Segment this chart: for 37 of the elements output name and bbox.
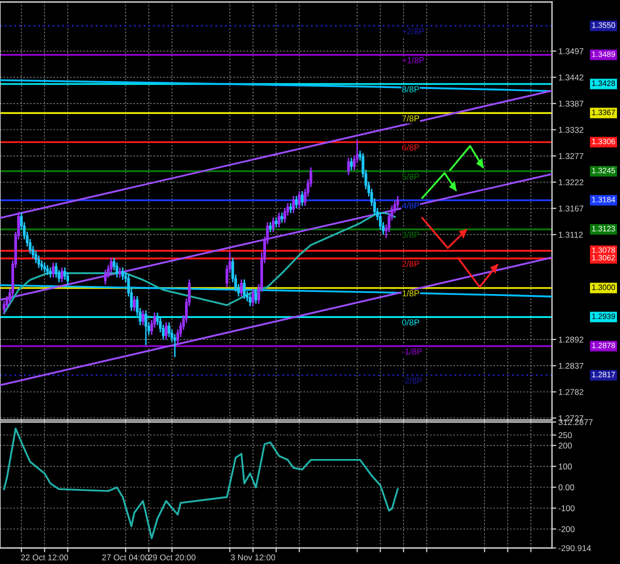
y-tick-label: -100 (558, 505, 575, 512)
y-tick-label: 1.3387 (558, 100, 584, 107)
y-tick-label: -290.914 (558, 545, 591, 552)
y-tick-label: 1.2837 (558, 362, 584, 369)
ref-line-label: +1/8P (402, 56, 424, 64)
y-tick-label: 1.3497 (558, 48, 584, 54)
y-tick-label: 1.2892 (558, 336, 584, 343)
ref-line-label: 4/8P (402, 202, 420, 209)
ref-line-label: 5/8P (402, 173, 420, 180)
ref-line-label: 2/8P (402, 260, 420, 267)
ref-line-label: 7/8P (402, 115, 420, 122)
y-tick-label: 1.3332 (558, 126, 584, 133)
ref-line-label: 0/8P (402, 319, 420, 326)
x-tick-label: 3 Nov 12:00 (230, 554, 276, 560)
ref-line-label: 6/8P (402, 144, 420, 151)
y-tick-label: 1.2727 (558, 415, 584, 422)
y-tick-label: -200 (558, 526, 575, 532)
y-tick-label: 1.2782 (558, 389, 584, 395)
ref-line-label: 1/8P (402, 290, 420, 296)
y-tick-label: 312.2877 (558, 419, 593, 426)
x-tick-label: 29 Oct 20:00 (148, 554, 196, 560)
ref-line-label: 8/8P (402, 86, 420, 92)
y-tick-label: 1.3222 (558, 179, 584, 186)
x-tick-label: 22 Oct 12:00 (21, 554, 68, 560)
y-tick-label: 1.3112 (558, 232, 583, 238)
ref-line-label: 3/8P (402, 231, 420, 238)
y-tick-label: 100 (558, 464, 572, 470)
ref-line-label: +2/8P (402, 28, 424, 34)
y-tick-label: 1.3167 (558, 206, 584, 212)
ref-line-label: -1/8P (402, 348, 422, 355)
y-tick-label: 1.3442 (558, 74, 584, 80)
y-tick-label: 1.3277 (558, 153, 584, 160)
ref-line-label: -2/8P (402, 377, 422, 384)
x-tick-label: 27 Oct 04:00 (102, 554, 150, 560)
y-tick-label: 200 (558, 442, 572, 449)
y-tick-label: 250 (558, 432, 572, 438)
y-tick-label: 0.00 (558, 484, 574, 490)
